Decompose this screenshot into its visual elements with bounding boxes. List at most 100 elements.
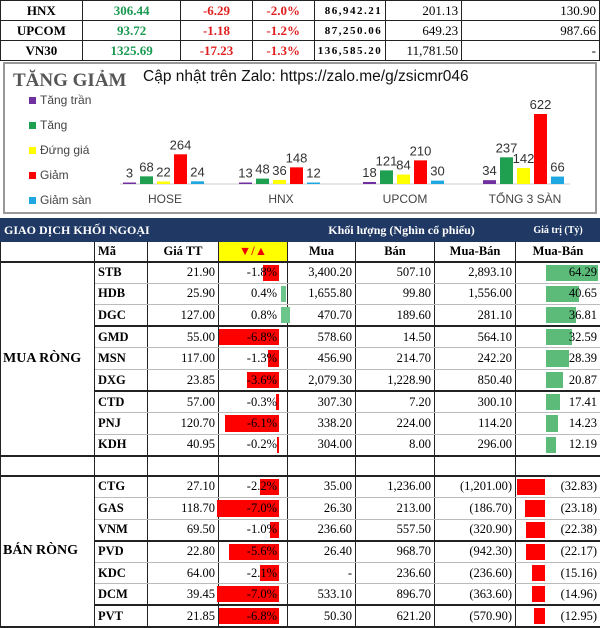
column-header: ▼/▲ [219,242,288,262]
cell-text: 214.70 [397,351,431,365]
net-value: (22.17) [516,541,600,563]
legend-swatch [29,197,36,204]
net-volume: (320.90) [435,519,516,541]
cell-text: 118.70 [181,501,215,515]
net-value: (22.38) [516,519,600,541]
data-label: 3 [126,166,133,181]
category-label: TỔNG 3 SÀN [489,191,562,206]
bar [123,183,136,185]
net-value: (12.95) [516,605,600,627]
buy-volume: 26.30 [288,497,356,519]
cell-text: (14.96) [561,587,597,601]
pct-change: -0.2% [219,434,288,456]
buy-volume: 578.60 [288,326,356,348]
data-label: 66 [550,160,564,175]
value-header: Giá trị (Tỷ) [516,219,600,242]
cell-text: 224.00 [397,416,431,430]
price: 118.70 [148,497,219,519]
cell-text: 127.00 [181,308,215,322]
legend-label: Tăng trần [40,93,91,107]
cell-text: 0.4% [251,286,277,300]
cell-text: -1.0% [247,522,277,536]
pct-change: 0.8% [219,305,288,327]
cell-text: (32.83) [561,479,597,493]
bar [380,170,393,184]
pct-change: -6.1% [219,413,288,435]
pct-change: -1.3% [219,348,288,370]
net-volume: (1,201.00) [435,476,516,498]
column-header: Mua-Bán [516,242,600,262]
cell-text: -1.8% [247,265,277,279]
index-col6: 649.23 [386,21,462,41]
pct-change: -6.8% [219,326,288,348]
bar [500,157,513,184]
blank-cell [219,456,288,476]
price: 27.10 [148,476,219,498]
bar [290,167,303,184]
foreign-title: GIAO DỊCH KHỐI NGOẠI [1,219,288,242]
price: 23.85 [148,369,219,391]
bar [174,154,187,184]
price: 57.00 [148,391,219,413]
cell-text: 28.39 [569,351,597,365]
ticker: GAS [95,497,148,519]
sell-volume: 14.50 [356,326,435,348]
bar [517,168,530,184]
cell-text: DCM [98,587,128,601]
cell-text: 64.29 [569,265,597,279]
value-bar [534,608,545,624]
bar [157,182,170,184]
cell-text: 304.00 [318,437,352,451]
cell-text: DGC [98,308,126,322]
cell-text: 26.40 [324,544,352,558]
index-change: -1.18 [181,21,252,41]
cell-text: PVD [98,544,124,558]
price: 127.00 [148,305,219,327]
price: 25.90 [148,283,219,305]
cell-text: 40.95 [187,437,215,451]
blank-cell [1,456,95,476]
value-bar [526,544,545,560]
index-name: UPCOM [1,21,83,41]
sell-volume: 214.70 [356,348,435,370]
cell-text: 189.60 [397,308,431,322]
data-label: 24 [190,164,204,179]
cell-text: (12.95) [561,609,597,623]
value-bar [546,372,563,388]
index-volume: 87,250.06 [314,21,386,41]
cell-text: 36.81 [569,308,597,322]
cell-text: 27.10 [187,479,215,493]
cell-text: 968.70 [397,544,431,558]
buy-volume: 35.00 [288,476,356,498]
sell-volume: 8.00 [356,434,435,456]
net-volume: 564.10 [435,326,516,348]
value-bar [532,565,545,582]
cell-text: 23.85 [187,373,215,387]
blank-cell [516,456,600,476]
pct-change: -2.1% [219,562,288,584]
net-value: 32.59 [516,326,600,348]
cell-text: 40.65 [569,286,597,300]
ticker: PVT [95,605,148,627]
cell-text: 50.30 [324,609,352,623]
cell-text: 300.10 [478,395,512,409]
value-bar [526,522,545,538]
pct-change: -5.6% [219,541,288,563]
sell-volume: 99.80 [356,283,435,305]
buy-volume: 3,400.20 [288,262,356,284]
foreign-trading-table: GIAO DỊCH KHỐI NGOẠI Khối lượng (Nghìn c… [0,218,600,628]
cell-text: CTD [98,395,124,409]
cell-text: 1,655.80 [308,286,352,300]
index-pct: -1.3% [252,41,314,61]
buy-volume: - [288,562,356,584]
buy-volume: 2,079.30 [288,369,356,391]
net-volume: 2,893.10 [435,262,516,284]
cell-text: 64.00 [187,566,215,580]
cell-text: 456.90 [318,351,352,365]
legend-swatch [29,147,36,154]
net-volume: (942.30) [435,541,516,563]
price: 22.80 [148,541,219,563]
